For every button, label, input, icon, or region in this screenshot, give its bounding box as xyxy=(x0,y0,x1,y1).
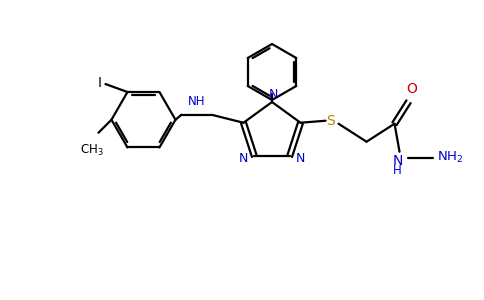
Text: NH: NH xyxy=(188,95,205,108)
Text: S: S xyxy=(326,114,335,128)
Text: CH$_3$: CH$_3$ xyxy=(80,143,103,158)
Text: NH$_2$: NH$_2$ xyxy=(437,150,463,165)
Text: N: N xyxy=(296,152,305,165)
Text: I: I xyxy=(97,76,102,90)
Text: N: N xyxy=(239,152,248,165)
Text: H: H xyxy=(393,164,402,177)
Text: N: N xyxy=(268,88,278,101)
Text: N: N xyxy=(393,154,403,168)
Text: O: O xyxy=(406,82,417,96)
